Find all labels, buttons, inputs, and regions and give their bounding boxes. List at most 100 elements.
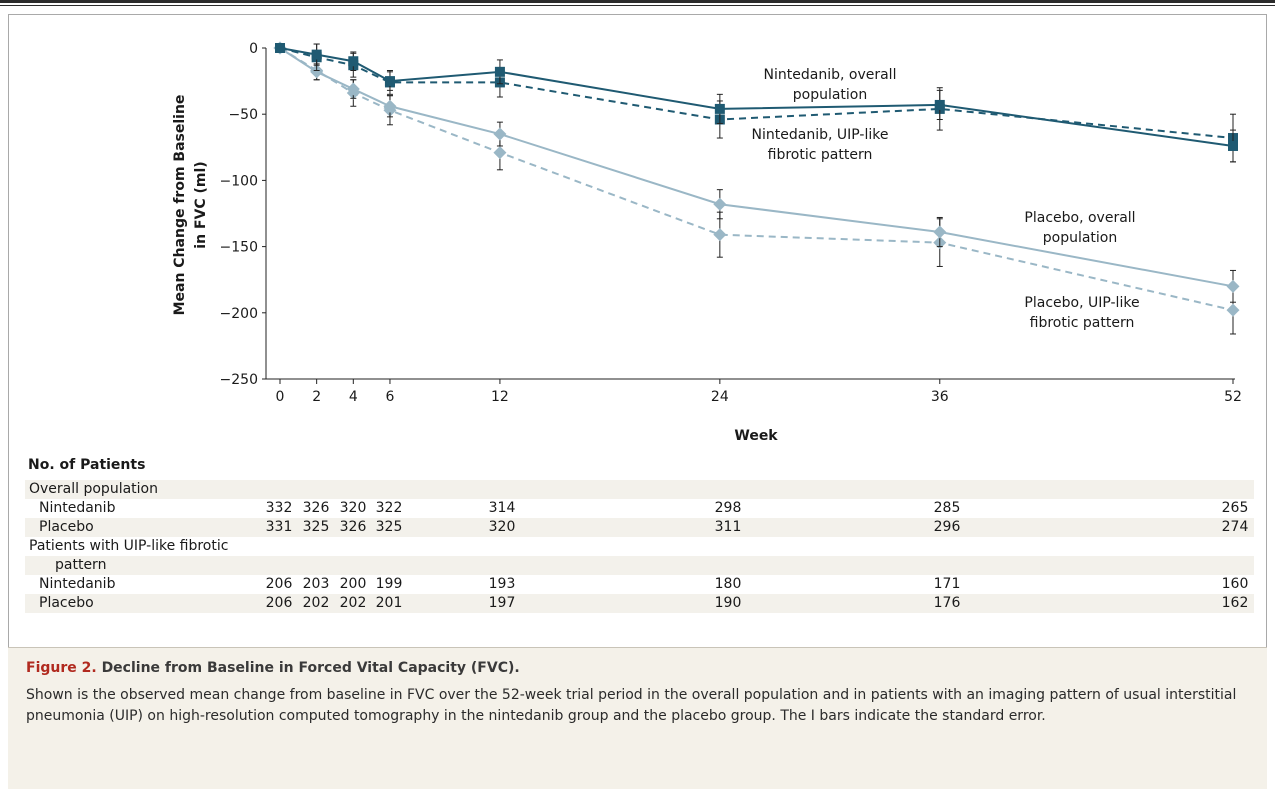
series-1-point — [275, 43, 285, 53]
patients-count-cell: 203 — [302, 576, 330, 592]
series-4-point — [493, 146, 507, 160]
x-tick-label: 2 — [312, 389, 321, 405]
x-axis-label: Week — [734, 428, 778, 444]
patients-count-cell: 180 — [714, 576, 742, 592]
y-axis-label-line2: in FVC (ml) — [193, 161, 209, 248]
series-1-point — [934, 99, 945, 110]
patients-table-row: Nintedanib 206 203 200 199 193 180 171 160 — [25, 575, 1254, 594]
x-tick-label: 36 — [931, 389, 949, 405]
patients-count-cell: 298 — [714, 500, 742, 516]
series-3-point — [1226, 279, 1240, 293]
series-4-point — [1226, 303, 1240, 317]
x-tick-label: 12 — [491, 389, 509, 405]
annotation-2-line-1: Nintedanib, UIP-like — [752, 127, 889, 143]
annotation-4-line-1: Placebo, UIP-like — [1024, 295, 1139, 311]
series-3-point — [493, 127, 507, 141]
patients-row-label: Placebo — [25, 518, 269, 537]
patients-table-row: Placebo 331 325 326 325 320 311 296 274 — [25, 518, 1254, 537]
y-tick-label: 0 — [249, 41, 258, 57]
patients-count-cell: 206 — [265, 576, 293, 592]
series-3-point — [713, 197, 727, 211]
patients-count-cell: 202 — [302, 595, 330, 611]
x-tick-label: 4 — [349, 389, 358, 405]
annotation-2-line-2: fibrotic pattern — [768, 147, 873, 163]
series-1-point — [714, 103, 725, 114]
patients-row-values: 206 202 202 201 197 190 176 162 — [265, 594, 1254, 613]
patients-row-label: pattern — [25, 556, 269, 575]
x-tick-label: 24 — [711, 389, 729, 405]
top-rule-thin — [0, 5, 1275, 6]
y-tick-label: −100 — [220, 173, 258, 189]
patients-count-cell: 201 — [375, 595, 403, 611]
patients-count-cell: 199 — [375, 576, 403, 592]
patients-count-cell: 274 — [1221, 519, 1249, 535]
series-1-point — [1228, 140, 1238, 151]
patients-count-cell: 320 — [488, 519, 516, 535]
patients-count-cell: 200 — [339, 576, 367, 592]
patients-count-cell: 162 — [1221, 595, 1249, 611]
patients-count-cell: 160 — [1221, 576, 1249, 592]
series-1-line — [279, 47, 1234, 147]
y-tick-label: −250 — [220, 372, 258, 388]
patients-count-cell: 197 — [488, 595, 516, 611]
series-1-point — [348, 56, 359, 67]
series-1-point — [494, 66, 505, 77]
patients-row-values — [269, 537, 1254, 556]
annotation-1-line-1: Nintedanib, overall — [764, 67, 897, 83]
patients-count-cell: 206 — [265, 595, 293, 611]
patients-row-label: Overall population — [25, 480, 269, 499]
patients-table: Overall population Nintedanib 332 326 320 322… — [25, 480, 1254, 613]
patients-table-row: Patients with UIP-like fibrotic — [25, 537, 1254, 556]
y-tick-label: −200 — [220, 306, 258, 322]
patients-count-cell: 325 — [302, 519, 330, 535]
patients-count-cell: 311 — [714, 519, 742, 535]
annotation-3-line-2: population — [1043, 230, 1118, 246]
patients-row-label: Nintedanib — [39, 500, 116, 516]
x-tick-label: 6 — [386, 389, 395, 405]
patients-count-cell: 325 — [375, 519, 403, 535]
patients-count-cell: 314 — [488, 500, 516, 516]
patients-count-cell: 265 — [1221, 500, 1249, 516]
caption-body: Shown is the observed mean change from b… — [26, 687, 1237, 724]
patients-count-cell: 193 — [488, 576, 516, 592]
series-3-point — [310, 65, 324, 79]
patients-count-cell: 322 — [375, 500, 403, 516]
series-4-point — [713, 228, 727, 242]
patients-count-cell: 326 — [302, 500, 330, 516]
patients-row-label: Patients with UIP-like fibrotic — [29, 538, 229, 554]
annotation-4-line-2: fibrotic pattern — [1030, 315, 1135, 331]
patients-row-values — [269, 480, 1254, 499]
patients-table-row: Overall population — [25, 480, 1254, 499]
patients-table-row: pattern — [25, 556, 1254, 575]
annotation-3-line-1: Placebo, overall — [1024, 210, 1135, 226]
patients-count-cell: 190 — [714, 595, 742, 611]
patients-count-cell: 320 — [339, 500, 367, 516]
patients-table-row: Nintedanib 332 326 320 322 314 298 285 265 — [25, 499, 1254, 518]
y-tick-label: −150 — [220, 240, 258, 256]
patients-count-cell: 326 — [339, 519, 367, 535]
patients-table-title: No. of Patients — [28, 457, 146, 473]
patients-row-values: 331 325 326 325 320 311 296 274 — [266, 518, 1254, 537]
figure-title: Decline from Baseline in Forced Vital Ca… — [101, 660, 520, 676]
patients-table-row: Placebo 206 202 202 201 197 190 176 162 — [25, 594, 1254, 613]
patients-row-label: Placebo — [25, 594, 269, 613]
patients-count-cell: 202 — [339, 595, 367, 611]
series-3-line — [279, 47, 1234, 288]
y-tick-label: −50 — [228, 107, 258, 123]
x-tick-label: 52 — [1224, 389, 1242, 405]
patients-row-label: Nintedanib — [39, 576, 116, 592]
top-rule — [0, 0, 1275, 3]
series-4-line — [279, 47, 1234, 312]
series-2-line — [279, 47, 1234, 140]
y-axis-label-line1: Mean Change from Baseline — [172, 95, 188, 316]
patients-row-values: 206 203 200 199 193 180 171 160 — [265, 575, 1254, 594]
x-tick-label: 0 — [276, 389, 285, 405]
series-1-point — [311, 49, 322, 60]
figure-caption: Figure 2. Decline from Baseline in Force… — [8, 647, 1267, 789]
series-1-point — [384, 76, 395, 87]
series-3-point — [933, 225, 947, 239]
series-3-point — [383, 99, 397, 113]
patients-row-values — [269, 556, 1254, 575]
patients-count-cell: 176 — [933, 595, 961, 611]
